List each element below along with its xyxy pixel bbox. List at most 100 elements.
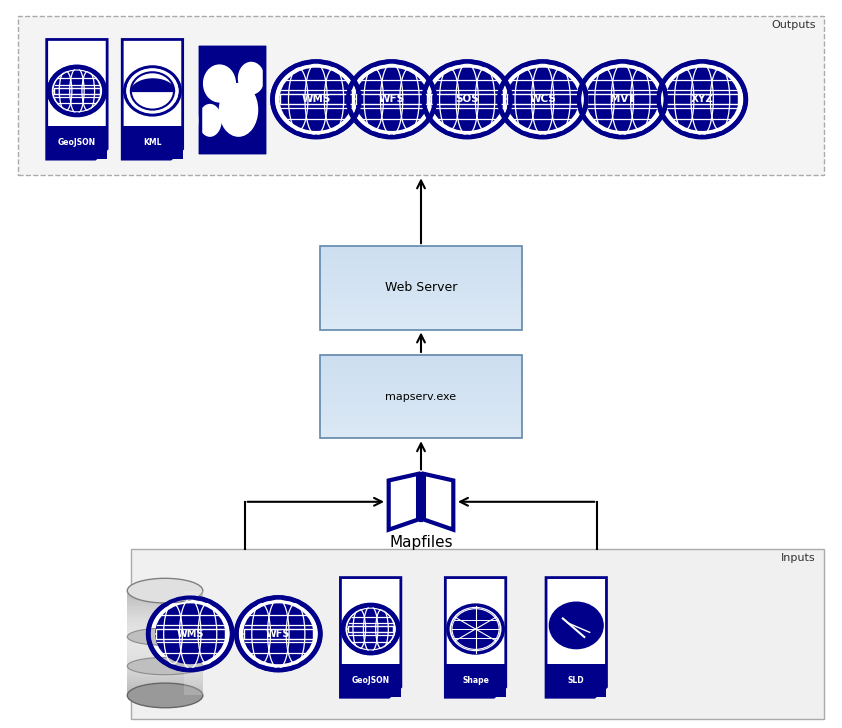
- FancyBboxPatch shape: [320, 424, 522, 426]
- Polygon shape: [46, 39, 107, 159]
- FancyBboxPatch shape: [320, 261, 522, 263]
- FancyBboxPatch shape: [445, 664, 506, 697]
- FancyBboxPatch shape: [127, 680, 203, 682]
- FancyBboxPatch shape: [320, 255, 522, 256]
- FancyBboxPatch shape: [348, 626, 393, 632]
- Polygon shape: [171, 149, 183, 159]
- FancyBboxPatch shape: [184, 590, 203, 695]
- FancyBboxPatch shape: [127, 635, 203, 638]
- FancyBboxPatch shape: [156, 629, 225, 638]
- FancyBboxPatch shape: [127, 622, 203, 625]
- FancyBboxPatch shape: [320, 285, 522, 286]
- FancyBboxPatch shape: [127, 606, 203, 609]
- FancyBboxPatch shape: [320, 278, 522, 280]
- Circle shape: [237, 598, 320, 670]
- FancyBboxPatch shape: [127, 659, 203, 661]
- FancyBboxPatch shape: [320, 323, 522, 324]
- FancyBboxPatch shape: [320, 397, 522, 398]
- Circle shape: [49, 67, 104, 115]
- Polygon shape: [340, 577, 401, 697]
- Text: GeoJSON: GeoJSON: [58, 138, 96, 147]
- FancyBboxPatch shape: [320, 427, 522, 429]
- Circle shape: [273, 62, 360, 137]
- FancyBboxPatch shape: [320, 246, 522, 248]
- Text: WCS: WCS: [530, 95, 556, 104]
- Ellipse shape: [204, 65, 236, 102]
- Circle shape: [280, 68, 352, 130]
- FancyBboxPatch shape: [127, 661, 203, 664]
- FancyBboxPatch shape: [127, 643, 203, 646]
- FancyBboxPatch shape: [320, 253, 522, 255]
- Circle shape: [666, 68, 738, 130]
- FancyBboxPatch shape: [320, 384, 522, 386]
- FancyBboxPatch shape: [320, 274, 522, 275]
- FancyBboxPatch shape: [127, 667, 203, 669]
- FancyBboxPatch shape: [127, 685, 203, 687]
- Circle shape: [356, 68, 428, 130]
- Text: SOS: SOS: [456, 95, 479, 104]
- Text: SLD: SLD: [568, 676, 584, 685]
- FancyBboxPatch shape: [320, 304, 522, 306]
- FancyBboxPatch shape: [320, 275, 522, 277]
- FancyBboxPatch shape: [320, 295, 522, 296]
- Ellipse shape: [127, 683, 203, 708]
- FancyBboxPatch shape: [587, 95, 658, 104]
- FancyBboxPatch shape: [200, 47, 264, 152]
- FancyBboxPatch shape: [320, 430, 522, 432]
- FancyBboxPatch shape: [320, 420, 522, 422]
- FancyBboxPatch shape: [320, 266, 522, 267]
- FancyBboxPatch shape: [320, 306, 522, 307]
- FancyBboxPatch shape: [127, 641, 203, 643]
- FancyBboxPatch shape: [127, 593, 203, 596]
- FancyBboxPatch shape: [320, 250, 522, 252]
- Polygon shape: [546, 577, 606, 697]
- FancyBboxPatch shape: [320, 415, 522, 416]
- FancyBboxPatch shape: [320, 356, 522, 357]
- FancyBboxPatch shape: [320, 293, 522, 295]
- FancyBboxPatch shape: [320, 377, 522, 379]
- FancyBboxPatch shape: [320, 313, 522, 314]
- Ellipse shape: [238, 63, 264, 94]
- Polygon shape: [95, 149, 107, 159]
- FancyBboxPatch shape: [320, 296, 522, 298]
- Circle shape: [127, 69, 178, 113]
- FancyBboxPatch shape: [320, 258, 522, 260]
- FancyBboxPatch shape: [320, 307, 522, 309]
- FancyBboxPatch shape: [340, 664, 401, 697]
- FancyBboxPatch shape: [131, 549, 823, 719]
- Circle shape: [658, 62, 746, 137]
- FancyBboxPatch shape: [320, 312, 522, 313]
- FancyBboxPatch shape: [320, 264, 522, 266]
- FancyBboxPatch shape: [320, 310, 522, 312]
- FancyBboxPatch shape: [320, 387, 522, 388]
- FancyBboxPatch shape: [320, 256, 522, 257]
- Ellipse shape: [127, 657, 203, 675]
- Circle shape: [343, 605, 398, 653]
- FancyBboxPatch shape: [127, 656, 203, 659]
- FancyBboxPatch shape: [127, 598, 203, 601]
- FancyBboxPatch shape: [244, 629, 312, 638]
- FancyBboxPatch shape: [320, 381, 522, 383]
- FancyBboxPatch shape: [320, 429, 522, 430]
- FancyBboxPatch shape: [320, 392, 522, 394]
- Text: Inputs: Inputs: [781, 553, 815, 563]
- FancyBboxPatch shape: [320, 327, 522, 328]
- Circle shape: [54, 71, 99, 111]
- FancyBboxPatch shape: [666, 95, 738, 104]
- FancyBboxPatch shape: [320, 403, 522, 405]
- Ellipse shape: [127, 578, 203, 603]
- FancyBboxPatch shape: [320, 267, 522, 269]
- FancyBboxPatch shape: [320, 280, 522, 281]
- FancyBboxPatch shape: [320, 419, 522, 420]
- FancyBboxPatch shape: [320, 359, 522, 360]
- FancyBboxPatch shape: [127, 628, 203, 630]
- FancyBboxPatch shape: [320, 355, 522, 356]
- FancyBboxPatch shape: [320, 432, 522, 434]
- FancyBboxPatch shape: [320, 284, 522, 285]
- FancyBboxPatch shape: [320, 416, 522, 417]
- FancyBboxPatch shape: [320, 249, 522, 250]
- FancyBboxPatch shape: [127, 664, 203, 667]
- FancyBboxPatch shape: [320, 369, 522, 371]
- FancyBboxPatch shape: [320, 402, 522, 403]
- Circle shape: [549, 602, 603, 649]
